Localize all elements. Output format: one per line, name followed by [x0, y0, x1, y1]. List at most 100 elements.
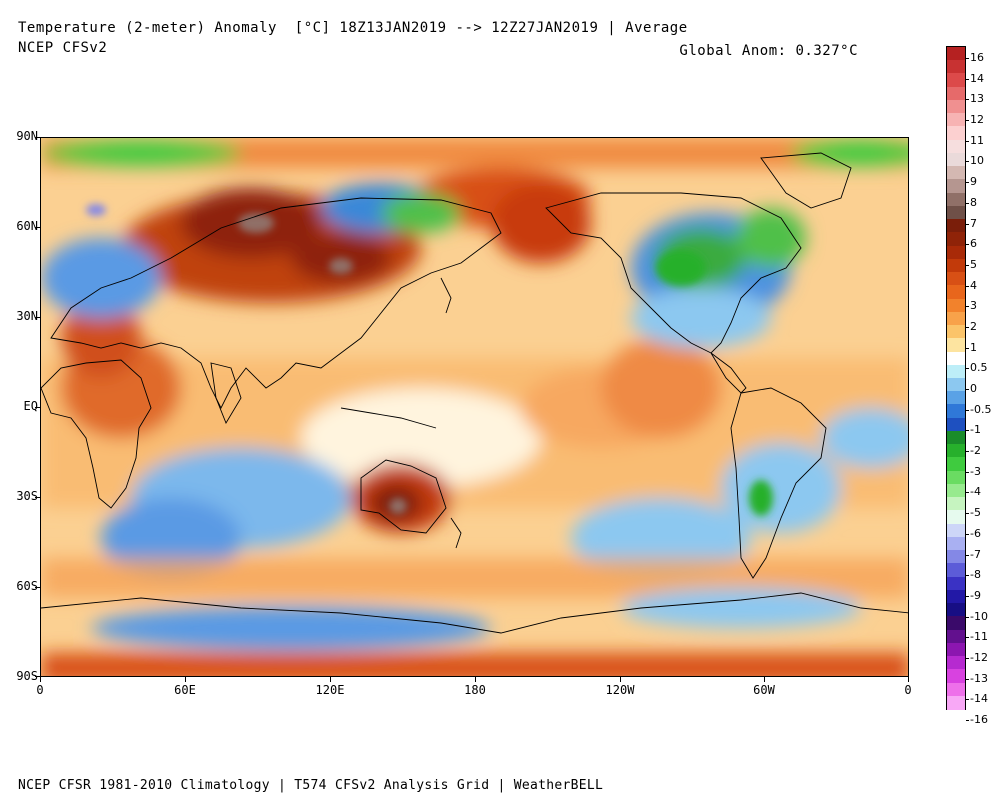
color-scale-label: 10 [970, 154, 984, 168]
lat-label-90n: 90N [16, 129, 38, 143]
lat-label-60n: 60N [16, 219, 38, 233]
lat-tick [35, 676, 40, 677]
color-scale-tick [966, 657, 969, 659]
color-scale-label: 12 [970, 113, 984, 127]
color-scale-label: -8 [970, 568, 981, 582]
lat-label-30n: 30N [16, 309, 38, 323]
color-scale-tick [966, 202, 969, 204]
color-scale-tick [966, 699, 969, 701]
color-scale-bar [946, 46, 966, 710]
lat-tick [35, 497, 40, 498]
color-scale-tick [966, 430, 969, 432]
color-scale-label: 13 [970, 92, 984, 106]
color-scale-tick [966, 616, 969, 618]
color-scale-label: -10 [970, 609, 988, 623]
color-scale-swatch [947, 510, 965, 525]
color-scale-tick [966, 347, 969, 349]
color-scale-swatch [947, 232, 965, 247]
color-scale-label: -4 [970, 485, 981, 499]
color-scale-label: 6 [970, 237, 977, 251]
color-scale-tick [966, 389, 969, 390]
lon-tick [764, 677, 765, 682]
lon-tick [908, 677, 909, 682]
color-scale-swatch [947, 682, 965, 697]
color-scale-swatch [947, 444, 965, 459]
color-scale-swatch [947, 338, 965, 353]
color-scale-swatch [947, 642, 965, 657]
lat-label-eq: EQ [23, 399, 38, 413]
color-scale-swatch [947, 311, 965, 326]
lat-label-30s: 30S [16, 489, 38, 503]
color-scale-tick [966, 264, 969, 266]
anomaly-map[interactable] [40, 137, 909, 677]
color-scale-tick [966, 492, 969, 494]
color-scale-label: -2 [970, 444, 981, 458]
color-scale-tick [966, 595, 969, 597]
lon-label-60w: 60W [753, 683, 775, 697]
color-scale-tick [966, 140, 969, 142]
map-title: Temperature (2-meter) Anomaly [°C] 18Z13… [18, 20, 688, 36]
color-scale-tick [966, 244, 969, 246]
color-scale-tick [966, 678, 969, 680]
color-scale-label: 0 [970, 382, 977, 395]
color-scale-tick [966, 285, 969, 287]
color-scale-label: -13 [970, 671, 988, 685]
color-scale-swatch [947, 616, 965, 631]
model-name: NCEP CFSv2 [18, 40, 108, 56]
color-scale-swatch [947, 152, 965, 167]
color-scale-swatch [947, 669, 965, 684]
color-scale-swatch [947, 457, 965, 472]
color-scale-label: 4 [970, 278, 977, 292]
color-scale-swatch [947, 364, 965, 379]
color-scale-swatch [947, 470, 965, 485]
color-scale-swatch [947, 179, 965, 194]
lon-label-60e: 60E [174, 683, 196, 697]
color-scale-swatch [947, 603, 965, 617]
color-scale-swatch [947, 404, 965, 419]
color-scale-label: 14 [970, 71, 984, 85]
color-scale-swatch [947, 192, 965, 207]
color-scale-tick [966, 554, 969, 556]
color-scale-label: -0.5 [970, 402, 992, 416]
color-scale-swatch [947, 351, 965, 366]
color-scale-swatch [947, 656, 965, 670]
color-scale-swatch [947, 325, 965, 339]
lat-tick [35, 227, 40, 228]
color-scale-swatch [947, 86, 965, 101]
color-scale-tick [966, 161, 969, 163]
color-scale-tick [966, 637, 969, 639]
color-scale-tick [966, 368, 969, 370]
lon-label-180: 180 [464, 683, 486, 697]
color-scale-swatch [947, 536, 965, 551]
coastlines [41, 152, 908, 634]
color-scale-label: -9 [970, 588, 981, 602]
color-scale-swatch [947, 205, 965, 220]
color-scale-label: 3 [970, 299, 977, 313]
lon-tick [475, 677, 476, 682]
color-scale-tick [966, 99, 969, 101]
color-scale-swatch [947, 483, 965, 498]
color-scale-swatch [947, 60, 965, 75]
anomaly-field [41, 138, 908, 676]
color-scale-swatch [947, 272, 965, 286]
lat-tick [35, 137, 40, 138]
color-scale-label: -5 [970, 506, 981, 520]
color-scale-swatch [947, 391, 965, 406]
color-scale-label: -6 [970, 526, 981, 540]
color-scale-label: 16 [970, 51, 984, 64]
color-scale-label: 9 [970, 175, 977, 189]
lon-label-120e: 120E [315, 683, 345, 697]
color-scale-label: -16 [970, 713, 988, 726]
color-scale-swatch [947, 47, 965, 61]
color-scale-swatch [947, 245, 965, 260]
color-scale-tick [966, 120, 969, 122]
color-scale-swatch [947, 298, 965, 313]
color-scale-swatch [947, 497, 965, 511]
color-scale-label: 5 [970, 257, 977, 271]
lon-label-0-right: 0 [904, 683, 912, 697]
color-scale-label: -12 [970, 650, 988, 664]
color-scale-label: -11 [970, 630, 988, 644]
color-scale-swatch [947, 576, 965, 591]
color-scale-label: 1 [970, 340, 977, 354]
color-scale-label: -7 [970, 547, 981, 561]
